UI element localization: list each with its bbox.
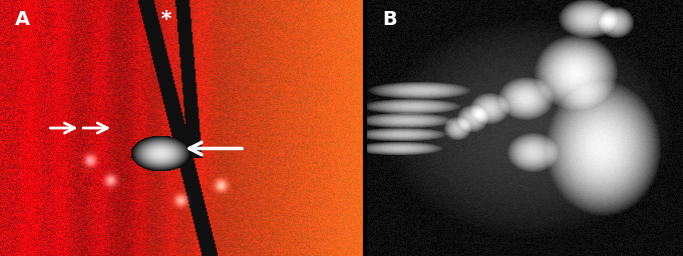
Text: A: A xyxy=(14,10,30,29)
Text: B: B xyxy=(382,10,398,29)
Text: *: * xyxy=(161,10,172,30)
